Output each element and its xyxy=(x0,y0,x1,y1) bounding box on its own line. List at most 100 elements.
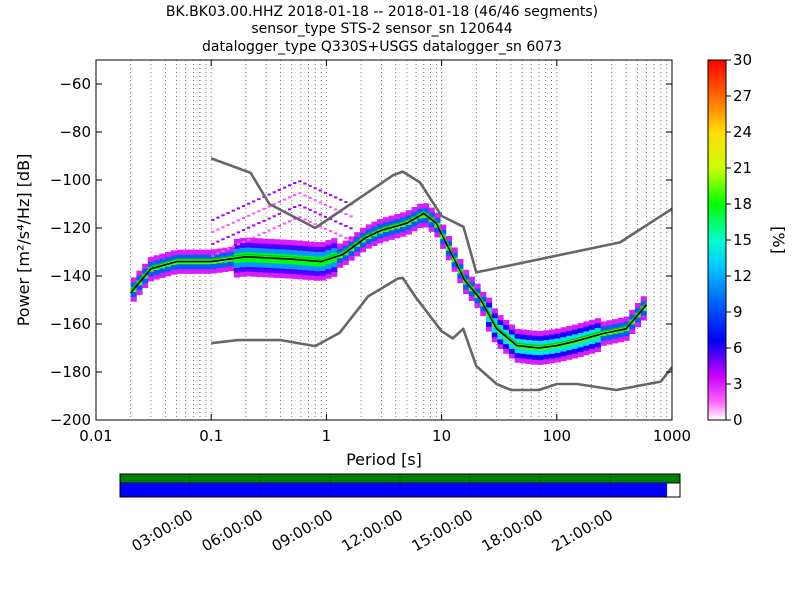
histogram-cell xyxy=(216,267,223,273)
histogram-cell xyxy=(617,337,624,343)
histogram-cell xyxy=(566,335,573,341)
histogram-cell xyxy=(251,247,258,253)
histogram-cell xyxy=(233,238,240,244)
histogram-cell xyxy=(577,347,584,353)
histogram-cell xyxy=(640,310,647,316)
histogram-cell xyxy=(199,254,206,260)
histogram-cell xyxy=(543,349,550,355)
histogram-cell xyxy=(245,247,252,253)
histogram-cell xyxy=(226,223,230,226)
histogram-cell xyxy=(526,354,533,360)
histogram-cell xyxy=(136,275,143,281)
histogram-cell xyxy=(497,324,504,330)
histogram-cell xyxy=(296,264,304,270)
histogram-cell xyxy=(268,272,275,278)
histogram-cell xyxy=(288,220,292,223)
histogram-cell xyxy=(344,237,348,240)
x-axis-label: Period [s] xyxy=(346,450,422,469)
histogram-cell xyxy=(400,226,407,232)
colorbar-tick-label: 12 xyxy=(733,267,752,285)
histogram-cell xyxy=(319,265,326,272)
histogram-cell xyxy=(319,251,326,257)
histogram-cell xyxy=(268,243,275,249)
histogram-cell xyxy=(485,297,493,303)
histogram-cell xyxy=(480,306,487,312)
histogram-cell xyxy=(491,332,498,338)
histogram-cell xyxy=(422,207,430,214)
x-tick-label: 100 xyxy=(542,427,571,445)
histogram-cell xyxy=(267,193,271,196)
histogram-cell xyxy=(176,254,183,260)
histogram-cell xyxy=(594,327,601,333)
histogram-cell xyxy=(554,352,561,358)
histogram-cell xyxy=(457,273,464,279)
histogram-cell xyxy=(211,242,215,245)
histogram-cell xyxy=(526,330,533,336)
histogram-cell xyxy=(600,335,607,341)
histogram-cell xyxy=(377,223,384,229)
histogram-cell xyxy=(308,246,315,252)
histogram-cell xyxy=(323,203,328,206)
histogram-cell xyxy=(303,194,307,197)
histogram-cell xyxy=(468,295,475,301)
histogram-cell xyxy=(241,229,246,232)
histogram-cell xyxy=(411,211,418,217)
title-line-3: datalogger_type Q330S+USGS datalogger_sn… xyxy=(202,39,562,55)
histogram-cell xyxy=(629,314,636,320)
histogram-cell xyxy=(262,243,269,249)
histogram-cell xyxy=(514,328,521,334)
histogram-cell xyxy=(302,245,309,252)
histogram-cell xyxy=(566,325,573,331)
colorbar-tick-label: 30 xyxy=(733,51,752,69)
histogram-cell xyxy=(583,321,590,327)
histogram-cell xyxy=(531,340,538,346)
histogram-cell xyxy=(216,240,220,243)
histogram-cell xyxy=(319,275,326,281)
histogram-cell xyxy=(566,330,573,336)
histogram-cell xyxy=(233,248,240,254)
histogram-cell xyxy=(142,283,149,289)
histogram-cell xyxy=(291,273,298,279)
histogram-cell xyxy=(285,268,292,274)
histogram-cell xyxy=(503,319,510,325)
histogram-cell xyxy=(308,196,312,199)
histogram-cell xyxy=(445,236,452,242)
histogram-cell xyxy=(485,307,493,313)
histogram-cell xyxy=(273,272,281,278)
histogram-cell xyxy=(165,266,172,272)
histogram-cell xyxy=(325,268,332,274)
histogram-cell xyxy=(313,223,317,226)
histogram-cell xyxy=(288,208,292,211)
histogram-cell xyxy=(256,238,263,244)
histogram-cell xyxy=(589,329,596,335)
histogram-cell xyxy=(130,282,137,288)
histogram-cell xyxy=(497,315,504,321)
histogram-cell xyxy=(273,268,281,274)
histogram-cell xyxy=(308,241,315,247)
histogram-cell xyxy=(400,212,407,218)
colorbar-tick-label: 21 xyxy=(733,159,752,177)
histogram-cell xyxy=(256,257,263,263)
histogram-cell xyxy=(262,267,269,273)
title-line-1: BK.BK03.00.HHZ 2018-01-18 -- 2018-01-18 … xyxy=(166,4,598,20)
colorbar-tick-label: 27 xyxy=(733,87,752,105)
histogram-cell xyxy=(583,326,590,332)
histogram-cell xyxy=(514,333,521,339)
histogram-cell xyxy=(268,262,275,269)
histogram-cell xyxy=(273,258,281,264)
histogram-cell xyxy=(302,265,309,271)
histogram-cell xyxy=(308,275,315,281)
histogram-cell xyxy=(251,266,258,272)
histogram-cell xyxy=(279,263,286,269)
histogram-cell xyxy=(268,258,275,264)
histogram-cell xyxy=(252,200,256,203)
histogram-cell xyxy=(303,218,307,221)
histogram-cell xyxy=(268,238,275,245)
histogram-cell xyxy=(262,248,269,254)
histogram-cell xyxy=(251,242,258,248)
histogram-cell xyxy=(344,225,348,228)
histogram-cell xyxy=(170,255,177,261)
histogram-cell xyxy=(318,189,322,192)
histogram-cell xyxy=(282,186,287,189)
histogram-cell xyxy=(314,266,321,272)
